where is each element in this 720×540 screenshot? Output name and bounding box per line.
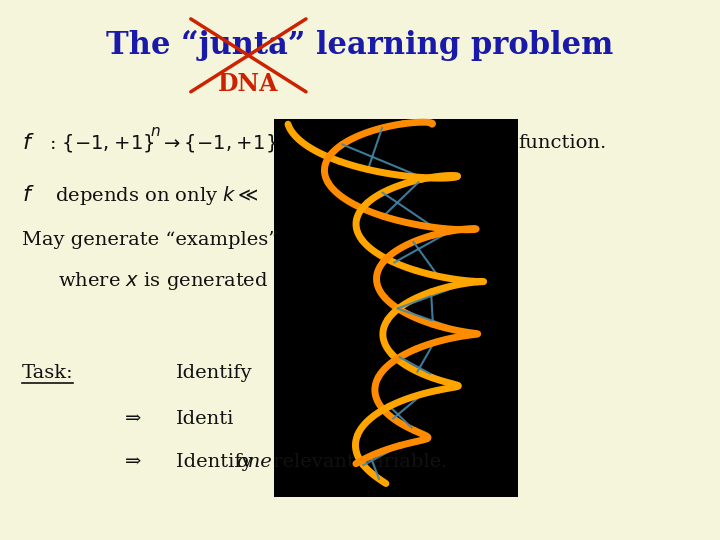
Text: relevant variable.: relevant variable. xyxy=(267,453,448,471)
Text: The “junta” learning problem: The “junta” learning problem xyxy=(107,30,613,62)
Text: $\rightarrow \{-1,\!+\!1\}$: $\rightarrow \{-1,\!+\!1\}$ xyxy=(160,132,277,154)
Text: Identi: Identi xyxy=(176,409,235,428)
Bar xyxy=(274,119,518,497)
Text: depends on only $k \ll$: depends on only $k \ll$ xyxy=(49,184,258,207)
Text: : $\{-1,\!+\!1\}$: : $\{-1,\!+\!1\}$ xyxy=(49,132,155,154)
Text: ⇒: ⇒ xyxy=(125,409,141,428)
Text: $n$: $n$ xyxy=(150,125,161,139)
Text: May generate “examples”: May generate “examples” xyxy=(22,231,278,249)
Text: DNA: DNA xyxy=(218,72,279,96)
Text: function.: function. xyxy=(518,134,607,152)
Text: where $x$ is generated: where $x$ is generated xyxy=(58,270,268,292)
Text: ⇒: ⇒ xyxy=(125,453,141,471)
Text: Identify: Identify xyxy=(176,363,253,382)
Text: $f$: $f$ xyxy=(22,185,35,206)
Text: one: one xyxy=(236,453,272,471)
Text: Identify: Identify xyxy=(176,453,259,471)
Text: Task:: Task: xyxy=(22,363,73,382)
Text: $f$: $f$ xyxy=(22,132,35,154)
